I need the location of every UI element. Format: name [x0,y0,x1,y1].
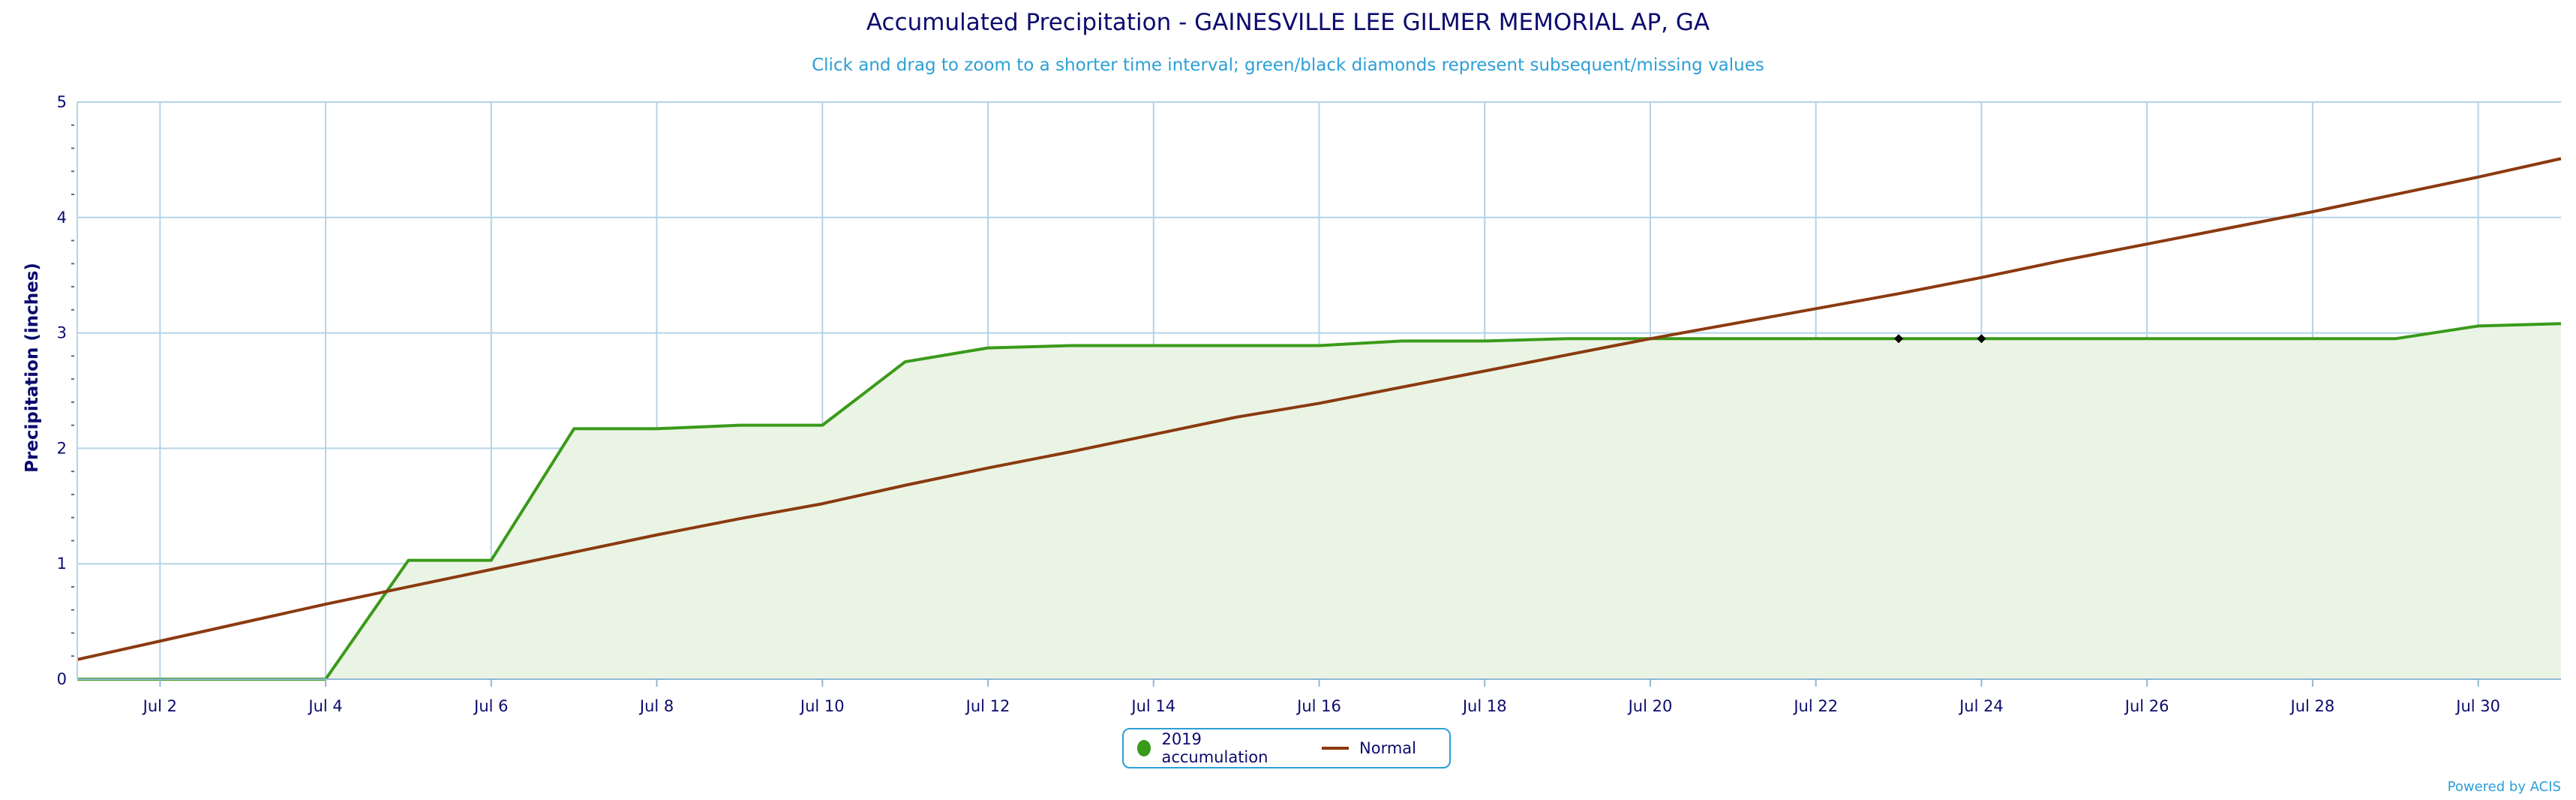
legend-item-normal[interactable]: Normal [1322,739,1416,757]
credits-link[interactable]: Powered by ACIS [2447,779,2561,795]
legend-line-icon [1322,747,1350,750]
x-tick-label: Jul 4 [307,697,342,715]
accumulation-line [77,322,2562,681]
chart-subtitle: Click and drag to zoom to a shorter time… [812,56,1764,75]
x-tick-label: Jul 14 [1130,697,1175,715]
legend-label-normal: Normal [1359,739,1416,757]
y-tick-label: 2 [57,439,67,457]
accumulation-area [77,323,2561,679]
y-tick-label: 0 [57,670,67,688]
x-tick-label: Jul 22 [1792,697,1838,715]
chart-title: Accumulated Precipitation - GAINESVILLE … [866,9,1710,36]
normal-line [77,157,2562,661]
legend-item-2019[interactable]: 2019 accumulation [1137,730,1289,766]
x-tick-label: Jul 24 [1958,697,2004,715]
x-tick-label: Jul 16 [1296,697,1341,715]
x-tick-label: Jul 30 [2454,697,2500,715]
missing-value-markers [1894,334,1986,344]
legend-label-2019: 2019 accumulation [1161,730,1268,766]
y-tick-label: 1 [57,555,67,573]
x-tick-label: Jul 20 [1627,697,1673,715]
y-tick-label: 5 [57,93,67,111]
series-lines [77,157,2562,681]
x-tick-label: Jul 2 [142,697,177,715]
missing-diamond [1977,334,1986,344]
x-tick-label: Jul 26 [2124,697,2169,715]
y-tick-label: 3 [57,324,67,342]
missing-diamond [1894,334,1904,344]
x-tick-label: Jul 8 [638,697,674,715]
legend-dot-icon [1137,740,1151,756]
x-tick-label: Jul 18 [1461,697,1507,715]
y-tick-label: 4 [57,209,67,227]
legend[interactable]: 2019 accumulation Normal [1122,728,1451,768]
x-tick-label: Jul 10 [799,697,845,715]
x-tick-label: Jul 6 [473,697,508,715]
y-axis-label: Precipitation (inches) [23,263,42,473]
axes: 0 1 2 3 4 5 Jul 2 Jul 4 Jul 6 Jul 8 Jul 10 Jul 12 Ju… [57,93,2561,715]
accumulation-fill [77,323,2561,679]
x-tick-label: Jul 28 [2289,697,2335,715]
x-tick-label: Jul 12 [965,697,1010,715]
